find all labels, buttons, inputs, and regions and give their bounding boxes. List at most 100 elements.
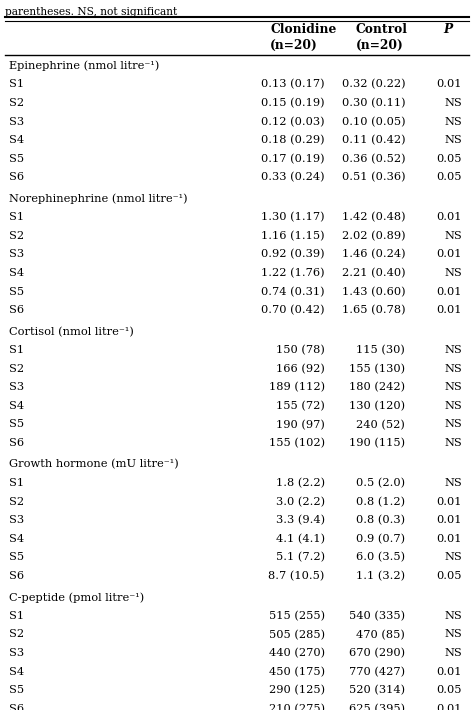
Text: 0.33 (0.24): 0.33 (0.24)	[261, 173, 325, 182]
Text: NS: NS	[445, 231, 462, 241]
Text: S1: S1	[9, 478, 25, 488]
Text: 0.01: 0.01	[437, 212, 462, 222]
Text: S5: S5	[9, 685, 25, 695]
Text: 1.16 (1.15): 1.16 (1.15)	[261, 231, 325, 241]
Text: NS: NS	[445, 98, 462, 108]
Text: S2: S2	[9, 364, 25, 373]
Text: 0.17 (0.19): 0.17 (0.19)	[261, 153, 325, 164]
Text: S4: S4	[9, 401, 25, 411]
Text: 625 (395): 625 (395)	[349, 704, 405, 710]
Text: 450 (175): 450 (175)	[269, 667, 325, 677]
Text: NS: NS	[445, 116, 462, 126]
Text: 0.11 (0.42): 0.11 (0.42)	[342, 135, 405, 146]
Text: S3: S3	[9, 249, 25, 259]
Text: NS: NS	[445, 611, 462, 621]
Text: 155 (130): 155 (130)	[349, 364, 405, 374]
Text: P: P	[443, 23, 453, 36]
Text: 190 (115): 190 (115)	[349, 438, 405, 448]
Text: S1: S1	[9, 212, 25, 222]
Text: 0.15 (0.19): 0.15 (0.19)	[261, 98, 325, 109]
Text: Clonidine
(n=20): Clonidine (n=20)	[270, 23, 337, 52]
Text: S4: S4	[9, 135, 25, 145]
Text: 0.05: 0.05	[437, 685, 462, 695]
Text: NS: NS	[445, 268, 462, 278]
Text: NS: NS	[445, 382, 462, 393]
Text: 5.1 (7.2): 5.1 (7.2)	[275, 552, 325, 562]
Text: 0.05: 0.05	[437, 173, 462, 182]
Text: Growth hormone (mU litre⁻¹): Growth hormone (mU litre⁻¹)	[9, 459, 179, 470]
Text: 470 (85): 470 (85)	[356, 630, 405, 640]
Text: 4.1 (4.1): 4.1 (4.1)	[275, 534, 325, 544]
Text: S3: S3	[9, 515, 25, 525]
Text: 0.01: 0.01	[437, 534, 462, 544]
Text: S5: S5	[9, 287, 25, 297]
Text: 0.8 (1.2): 0.8 (1.2)	[356, 496, 405, 507]
Text: 0.01: 0.01	[437, 80, 462, 89]
Text: 3.3 (9.4): 3.3 (9.4)	[275, 515, 325, 525]
Text: 0.05: 0.05	[437, 571, 462, 581]
Text: 0.01: 0.01	[437, 249, 462, 259]
Text: 0.01: 0.01	[437, 496, 462, 506]
Text: S1: S1	[9, 345, 25, 355]
Text: 540 (335): 540 (335)	[349, 611, 405, 621]
Text: 130 (120): 130 (120)	[349, 401, 405, 411]
Text: 0.01: 0.01	[437, 667, 462, 677]
Text: Norephinephrine (nmol litre⁻¹): Norephinephrine (nmol litre⁻¹)	[9, 194, 188, 204]
Text: 1.22 (1.76): 1.22 (1.76)	[261, 268, 325, 278]
Text: NS: NS	[445, 552, 462, 562]
Text: 0.12 (0.03): 0.12 (0.03)	[261, 116, 325, 127]
Text: S1: S1	[9, 611, 25, 621]
Text: NS: NS	[445, 478, 462, 488]
Text: S3: S3	[9, 382, 25, 393]
Text: 155 (72): 155 (72)	[276, 401, 325, 411]
Text: 440 (270): 440 (270)	[269, 648, 325, 658]
Text: 180 (242): 180 (242)	[349, 382, 405, 393]
Text: Control
(n=20): Control (n=20)	[356, 23, 408, 52]
Text: NS: NS	[445, 648, 462, 658]
Text: S2: S2	[9, 98, 25, 108]
Text: 515 (255): 515 (255)	[269, 611, 325, 621]
Text: 0.5 (2.0): 0.5 (2.0)	[356, 478, 405, 488]
Text: 1.43 (0.60): 1.43 (0.60)	[342, 287, 405, 297]
Text: NS: NS	[445, 401, 462, 411]
Text: 2.02 (0.89): 2.02 (0.89)	[342, 231, 405, 241]
Text: 1.1 (3.2): 1.1 (3.2)	[356, 571, 405, 581]
Text: 0.74 (0.31): 0.74 (0.31)	[261, 287, 325, 297]
Text: 166 (92): 166 (92)	[276, 364, 325, 374]
Text: 0.30 (0.11): 0.30 (0.11)	[342, 98, 405, 109]
Text: S1: S1	[9, 80, 25, 89]
Text: 0.92 (0.39): 0.92 (0.39)	[261, 249, 325, 260]
Text: S5: S5	[9, 153, 25, 164]
Text: S3: S3	[9, 648, 25, 658]
Text: 0.01: 0.01	[437, 704, 462, 710]
Text: 1.30 (1.17): 1.30 (1.17)	[261, 212, 325, 222]
Text: 240 (52): 240 (52)	[356, 420, 405, 430]
Text: 0.13 (0.17): 0.13 (0.17)	[261, 80, 325, 89]
Text: 1.46 (0.24): 1.46 (0.24)	[342, 249, 405, 260]
Text: 0.01: 0.01	[437, 287, 462, 297]
Text: 0.51 (0.36): 0.51 (0.36)	[342, 173, 405, 182]
Text: S6: S6	[9, 173, 25, 182]
Text: 0.01: 0.01	[437, 305, 462, 315]
Text: 3.0 (2.2): 3.0 (2.2)	[275, 496, 325, 507]
Text: 0.8 (0.3): 0.8 (0.3)	[356, 515, 405, 525]
Text: 6.0 (3.5): 6.0 (3.5)	[356, 552, 405, 562]
Text: S5: S5	[9, 420, 25, 430]
Text: 0.36 (0.52): 0.36 (0.52)	[342, 153, 405, 164]
Text: parentheses. NS, not significant: parentheses. NS, not significant	[5, 7, 177, 17]
Text: 0.32 (0.22): 0.32 (0.22)	[342, 80, 405, 89]
Text: S2: S2	[9, 496, 25, 506]
Text: 670 (290): 670 (290)	[349, 648, 405, 658]
Text: 2.21 (0.40): 2.21 (0.40)	[342, 268, 405, 278]
Text: 290 (125): 290 (125)	[269, 685, 325, 696]
Text: S6: S6	[9, 305, 25, 315]
Text: 0.10 (0.05): 0.10 (0.05)	[342, 116, 405, 127]
Text: S5: S5	[9, 552, 25, 562]
Text: 1.65 (0.78): 1.65 (0.78)	[342, 305, 405, 315]
Text: 0.18 (0.29): 0.18 (0.29)	[261, 135, 325, 146]
Text: 189 (112): 189 (112)	[269, 382, 325, 393]
Text: 0.05: 0.05	[437, 153, 462, 164]
Text: 0.9 (0.7): 0.9 (0.7)	[356, 534, 405, 544]
Text: 190 (97): 190 (97)	[276, 420, 325, 430]
Text: S6: S6	[9, 571, 25, 581]
